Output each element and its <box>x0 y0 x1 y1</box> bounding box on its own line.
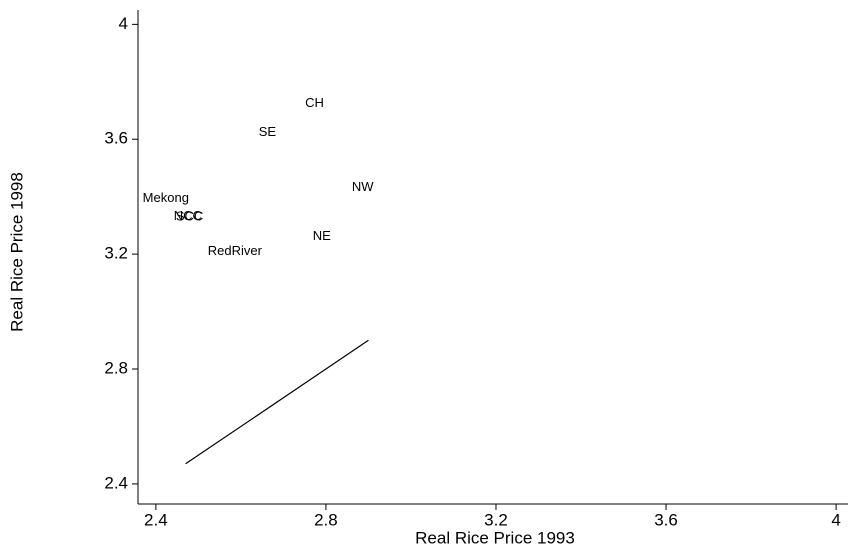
x-tick-label: 3.6 <box>654 510 678 529</box>
point-label: Mekong <box>143 190 189 205</box>
y-tick-label: 3.2 <box>104 244 128 263</box>
point-label: NCC <box>174 208 202 223</box>
x-axis-title: Real Rice Price 1993 <box>415 528 575 547</box>
point-label: NE <box>313 228 331 243</box>
point-label: SE <box>259 124 277 139</box>
y-tick-label: 4 <box>119 14 128 33</box>
x-tick-label: 2.4 <box>144 510 168 529</box>
y-tick-label: 2.4 <box>104 473 128 492</box>
y-tick-label: 3.6 <box>104 129 128 148</box>
point-label: SCC <box>176 209 203 224</box>
x-tick-label: 4 <box>831 510 840 529</box>
x-tick-label: 2.8 <box>314 510 338 529</box>
line <box>185 339 369 465</box>
point-label: CH <box>305 95 324 110</box>
point-label: NW <box>352 179 374 194</box>
y-axis-title: Real Rice Price 1998 <box>7 172 26 332</box>
point-label: RedRiver <box>208 243 263 258</box>
y-tick-label: 2.8 <box>104 358 128 377</box>
x-tick-label: 3.2 <box>484 510 508 529</box>
